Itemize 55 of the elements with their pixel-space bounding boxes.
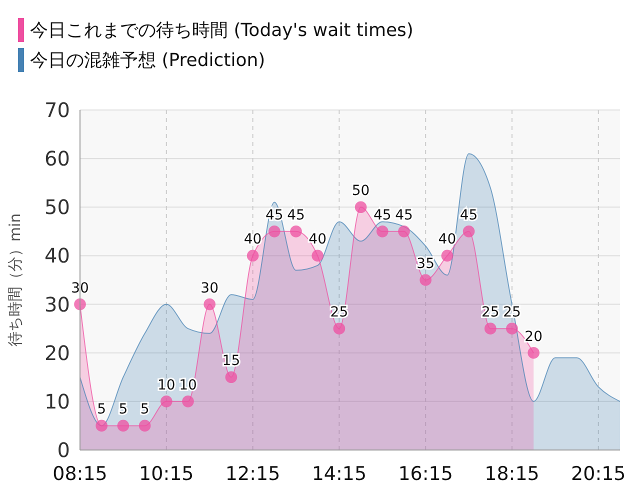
point — [182, 396, 194, 408]
data-label: 5 — [140, 402, 150, 418]
point — [528, 346, 540, 359]
x-tick-label: 12:15 — [225, 463, 280, 485]
y-tick-label: 50 — [44, 195, 70, 220]
data-label: 30 — [200, 280, 219, 296]
data-label: 45 — [373, 207, 392, 224]
point — [225, 371, 238, 384]
y-axis-title: 待ち時間（分）min — [6, 213, 24, 347]
y-tick-label: 30 — [44, 292, 70, 316]
point — [398, 226, 410, 238]
point — [138, 420, 151, 432]
data-label: 10 — [179, 377, 197, 394]
data-label: 25 — [330, 304, 348, 321]
x-tick-label: 14:15 — [312, 463, 367, 485]
data-label: 10 — [157, 377, 176, 394]
y-tick-label: 10 — [44, 389, 70, 414]
point — [506, 322, 518, 334]
point — [74, 298, 86, 310]
x-tick-label: 08:15 — [52, 463, 108, 485]
data-label: 35 — [416, 256, 435, 272]
point — [462, 226, 475, 238]
data-label: 40 — [308, 232, 327, 248]
point — [441, 250, 454, 262]
point — [312, 250, 324, 262]
data-label: 5 — [97, 402, 106, 418]
data-label: 50 — [352, 183, 370, 200]
data-label: 45 — [265, 207, 284, 224]
y-tick-label: 20 — [44, 340, 70, 365]
y-tick-label: 60 — [44, 146, 70, 171]
x-tick-label: 10:15 — [139, 463, 194, 485]
point — [333, 322, 346, 334]
legend-label: 今日これまでの待ち時間 (Today's wait times) — [30, 20, 414, 41]
data-label: 5 — [118, 402, 128, 418]
data-label: 25 — [481, 304, 500, 321]
data-label: 20 — [524, 328, 543, 345]
x-tick-label: 18:15 — [484, 463, 540, 485]
point — [354, 201, 367, 214]
legend-label: 今日の混雑予想 (Prediction) — [30, 50, 266, 71]
y-tick-label: 70 — [44, 98, 70, 122]
data-label: 25 — [503, 304, 521, 321]
x-tick-label: 16:15 — [398, 463, 453, 485]
point — [290, 226, 302, 238]
data-label: 45 — [287, 207, 305, 224]
x-tick-label: 20:15 — [571, 463, 626, 485]
y-tick-label: 0 — [57, 438, 70, 462]
data-label: 15 — [222, 353, 240, 370]
point — [246, 250, 259, 262]
point — [420, 274, 432, 286]
data-label: 45 — [460, 207, 478, 224]
point — [204, 298, 216, 310]
data-label: 40 — [244, 232, 262, 248]
data-label: 30 — [71, 280, 89, 296]
y-tick-label: 40 — [44, 244, 70, 268]
data-label: 45 — [395, 207, 413, 224]
